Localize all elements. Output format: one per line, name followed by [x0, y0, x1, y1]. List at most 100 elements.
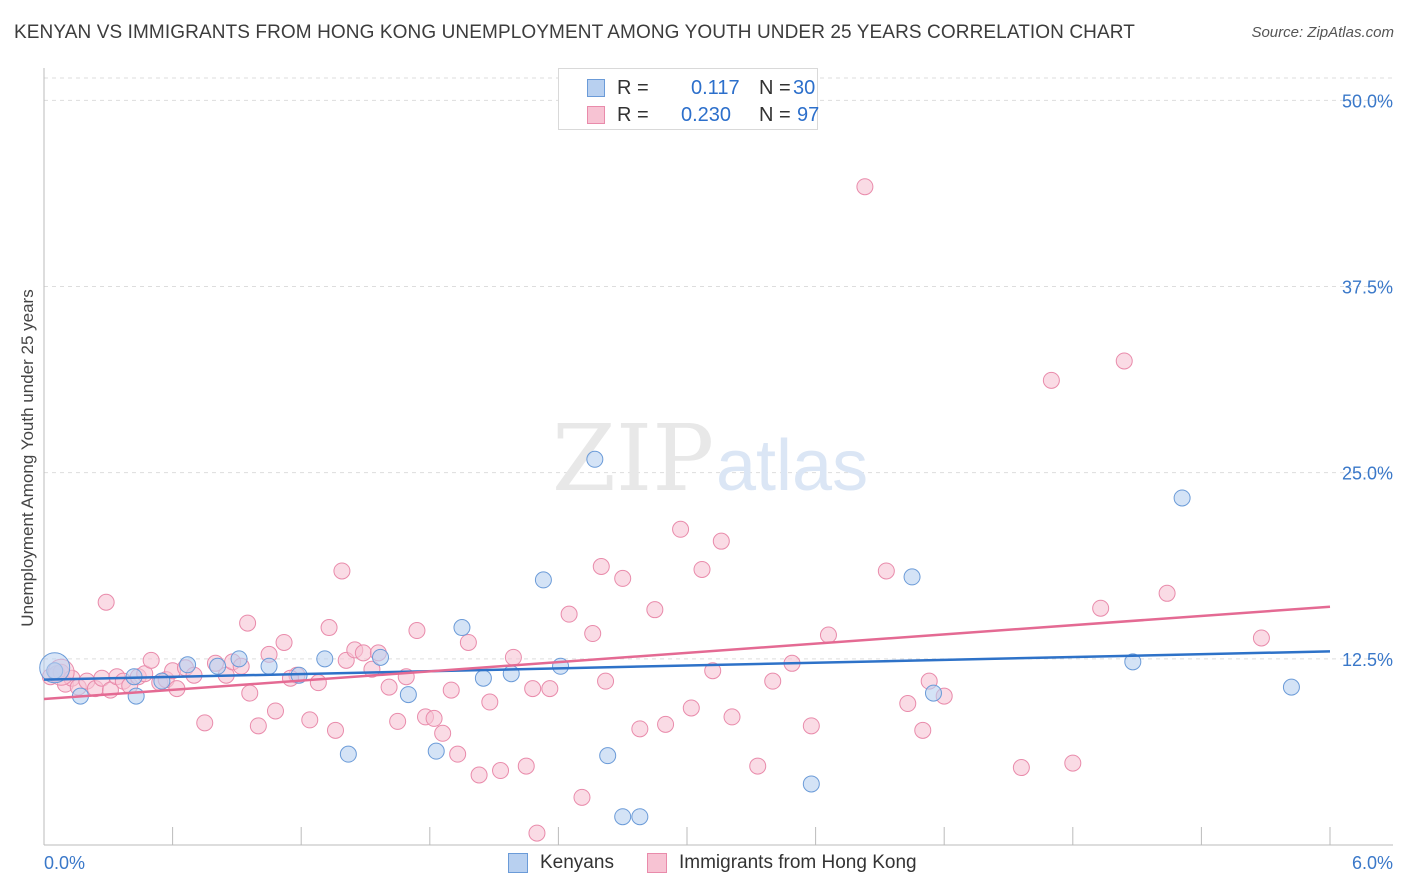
- hk-point: [646, 601, 664, 619]
- x-tick-label-max: 6.0%: [1352, 853, 1393, 873]
- y-tick-label: 37.5%: [1342, 278, 1393, 298]
- hk-point: [196, 714, 214, 732]
- hk-point: [389, 712, 407, 730]
- hk-point: [1158, 584, 1176, 602]
- kenyans-point: [474, 669, 492, 687]
- hk-point: [504, 648, 522, 666]
- hk-point: [380, 678, 398, 696]
- hk-point: [1115, 352, 1133, 370]
- kenyans-trend-line: [43, 650, 1331, 681]
- y-tick-label: 12.5%: [1342, 650, 1393, 670]
- hk-point: [856, 178, 874, 196]
- hk-point: [333, 562, 351, 580]
- kenyans-point: [427, 742, 445, 760]
- kenyans-point: [209, 657, 227, 675]
- legend-r-value-hk: 0.230: [681, 104, 732, 126]
- hk-point: [142, 651, 160, 669]
- hk-point: [592, 557, 610, 575]
- hk-point: [657, 715, 675, 733]
- kenyans-point: [631, 808, 649, 826]
- watermark-atlas: atlas: [716, 426, 868, 506]
- hk-point: [249, 717, 267, 735]
- kenyans-point-cluster: [39, 652, 71, 684]
- legend-n-value-hk: 97: [797, 104, 820, 126]
- legend-swatch-kenyans: [587, 79, 605, 97]
- hk-point: [492, 762, 510, 780]
- hk-point: [470, 766, 488, 784]
- kenyans-point: [453, 619, 471, 637]
- x-tick-label-min: 0.0%: [44, 853, 85, 873]
- hk-point: [1042, 371, 1060, 389]
- trend-lines: [43, 605, 1331, 701]
- kenyans-point: [260, 657, 278, 675]
- legend-n-value-kenyans: 30: [793, 77, 816, 99]
- kenyans-point: [372, 648, 390, 666]
- kenyans-point: [316, 650, 334, 668]
- hk-point: [693, 560, 711, 578]
- watermark-zip: ZIP: [552, 405, 714, 512]
- legend-r-value-kenyans: 0.117: [691, 77, 740, 99]
- y-tick-label: 50.0%: [1342, 91, 1393, 111]
- kenyans-point: [614, 808, 632, 826]
- legend-n-label: N =: [759, 104, 791, 126]
- hk-point: [425, 709, 443, 727]
- legend-r-label: R =: [617, 104, 649, 126]
- hk-point: [442, 681, 460, 699]
- hk-point: [1252, 629, 1270, 647]
- bottom-legend-label-kenyans: Kenyans: [540, 852, 614, 873]
- hk-point: [449, 745, 467, 763]
- source-credit: Source: ZipAtlas.com: [1251, 24, 1394, 41]
- hk-point: [528, 824, 546, 842]
- hk-point: [459, 633, 477, 651]
- hk-point: [877, 562, 895, 580]
- hk-point: [584, 625, 602, 643]
- kenyans-point: [802, 775, 820, 793]
- kenyans-point: [534, 571, 552, 589]
- hk-point: [309, 674, 327, 692]
- hk-point: [541, 680, 559, 698]
- hk-point: [614, 569, 632, 587]
- hk-trend-line: [43, 605, 1331, 701]
- hk-point: [749, 757, 767, 775]
- kenyans-point: [1173, 489, 1191, 507]
- correlation-legend: R = 0.117 N = 30 R = 0.230 N = 97: [558, 68, 820, 130]
- hk-point: [764, 672, 782, 690]
- kenyans-point: [903, 568, 921, 586]
- hk-point: [704, 662, 722, 680]
- hk-point: [1064, 754, 1082, 772]
- hk-point: [1012, 759, 1030, 777]
- hk-point: [320, 619, 338, 637]
- hk-point: [524, 680, 542, 698]
- kenyans-point: [230, 650, 248, 668]
- kenyans-point: [399, 686, 417, 704]
- kenyans-point: [1124, 653, 1142, 671]
- hk-point: [275, 633, 293, 651]
- kenyans-point: [179, 656, 197, 674]
- kenyans-point: [924, 684, 942, 702]
- hk-point: [408, 622, 426, 640]
- hk-point: [597, 672, 615, 690]
- hk-point: [97, 593, 115, 611]
- y-tick-label: 25.0%: [1342, 464, 1393, 484]
- legend-swatch-hk: [587, 106, 605, 124]
- hk-point: [723, 708, 741, 726]
- hk-point: [682, 699, 700, 717]
- hk-point: [517, 757, 535, 775]
- hk-point: [672, 520, 690, 538]
- hk-point: [712, 532, 730, 550]
- hk-point: [560, 605, 578, 623]
- hk-point: [354, 644, 372, 662]
- grid-lines: [44, 77, 1393, 660]
- bottom-legend-swatch-hk: [647, 853, 667, 873]
- hk-point: [819, 626, 837, 644]
- hk-point: [239, 614, 257, 632]
- hk-point: [481, 693, 499, 711]
- kenyans-point: [599, 747, 617, 765]
- hk-point: [241, 684, 259, 702]
- hk-point: [301, 711, 319, 729]
- hk-point: [434, 724, 452, 742]
- kenyans-point: [1282, 678, 1300, 696]
- hk-point: [573, 788, 591, 806]
- hk-point: [802, 717, 820, 735]
